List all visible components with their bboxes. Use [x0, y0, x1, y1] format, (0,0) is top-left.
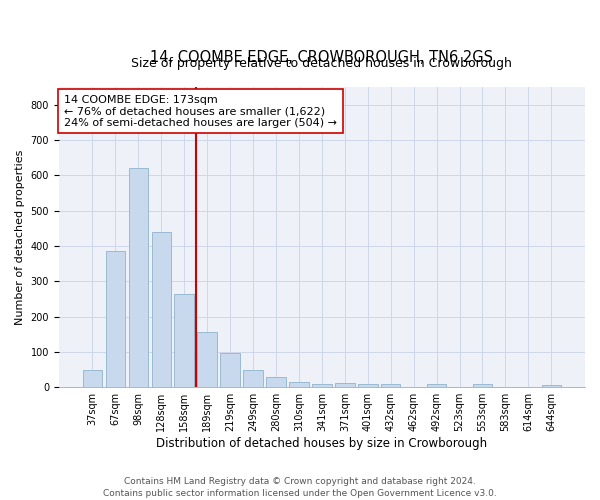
Bar	[358, 384, 377, 387]
Text: Contains HM Land Registry data © Crown copyright and database right 2024.
Contai: Contains HM Land Registry data © Crown c…	[103, 476, 497, 498]
Bar	[473, 384, 492, 387]
Bar	[312, 384, 332, 387]
Bar	[106, 251, 125, 387]
Bar	[175, 294, 194, 387]
X-axis label: Distribution of detached houses by size in Crowborough: Distribution of detached houses by size …	[157, 437, 487, 450]
Bar	[381, 384, 400, 387]
Text: 14 COOMBE EDGE: 173sqm
← 76% of detached houses are smaller (1,622)
24% of semi-: 14 COOMBE EDGE: 173sqm ← 76% of detached…	[64, 94, 337, 128]
Bar	[542, 384, 561, 387]
Bar	[83, 370, 102, 387]
Bar	[335, 383, 355, 387]
Bar	[289, 382, 308, 387]
Bar	[220, 353, 240, 387]
Bar	[244, 370, 263, 387]
Title: 14, COOMBE EDGE, CROWBOROUGH, TN6 2GS: 14, COOMBE EDGE, CROWBOROUGH, TN6 2GS	[151, 50, 493, 65]
Bar	[128, 168, 148, 387]
Y-axis label: Number of detached properties: Number of detached properties	[15, 150, 25, 325]
Text: Size of property relative to detached houses in Crowborough: Size of property relative to detached ho…	[131, 58, 512, 70]
Bar	[152, 232, 171, 387]
Bar	[427, 384, 446, 387]
Bar	[197, 332, 217, 387]
Bar	[266, 378, 286, 387]
